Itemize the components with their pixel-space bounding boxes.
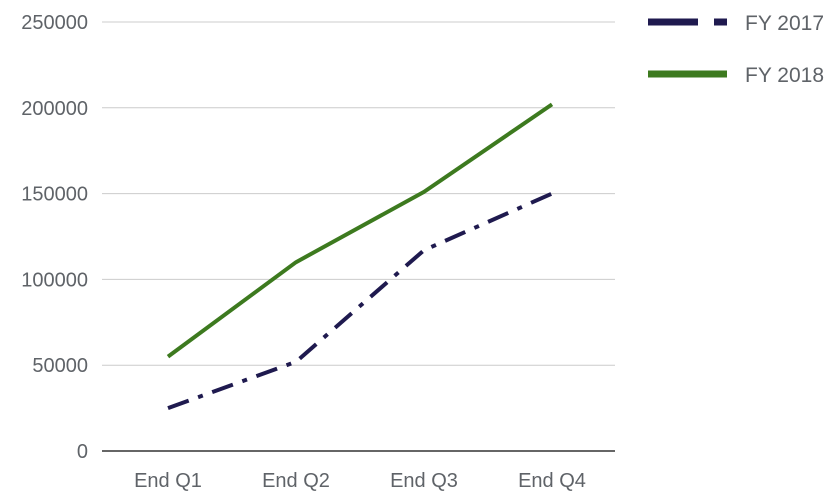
- x-tick-label: End Q4: [518, 470, 586, 492]
- legend-label: FY 2017: [745, 12, 824, 35]
- y-tick-label: 200000: [21, 98, 88, 120]
- legend-label: FY 2018: [745, 64, 824, 87]
- x-axis: End Q1 End Q2 End Q3 End Q4: [102, 450, 615, 492]
- y-tick-label: 150000: [21, 184, 88, 206]
- y-tick-label: 50000: [32, 355, 88, 377]
- y-tick-label: 250000: [21, 12, 88, 34]
- y-tick-label: 0: [77, 441, 88, 463]
- x-tick-label: End Q2: [262, 470, 330, 492]
- legend: FY 2017 FY 2018: [648, 12, 824, 87]
- x-tick-label: End Q1: [134, 470, 202, 492]
- y-tick-label: 100000: [21, 269, 88, 291]
- series-lines: [166, 102, 554, 410]
- x-tick-label: End Q3: [390, 470, 458, 492]
- series-line-1: [167, 191, 553, 410]
- gridlines: [102, 21, 615, 366]
- y-axis: 0 50000 100000 150000 200000 250000: [21, 12, 88, 463]
- series-line-2: [166, 102, 554, 359]
